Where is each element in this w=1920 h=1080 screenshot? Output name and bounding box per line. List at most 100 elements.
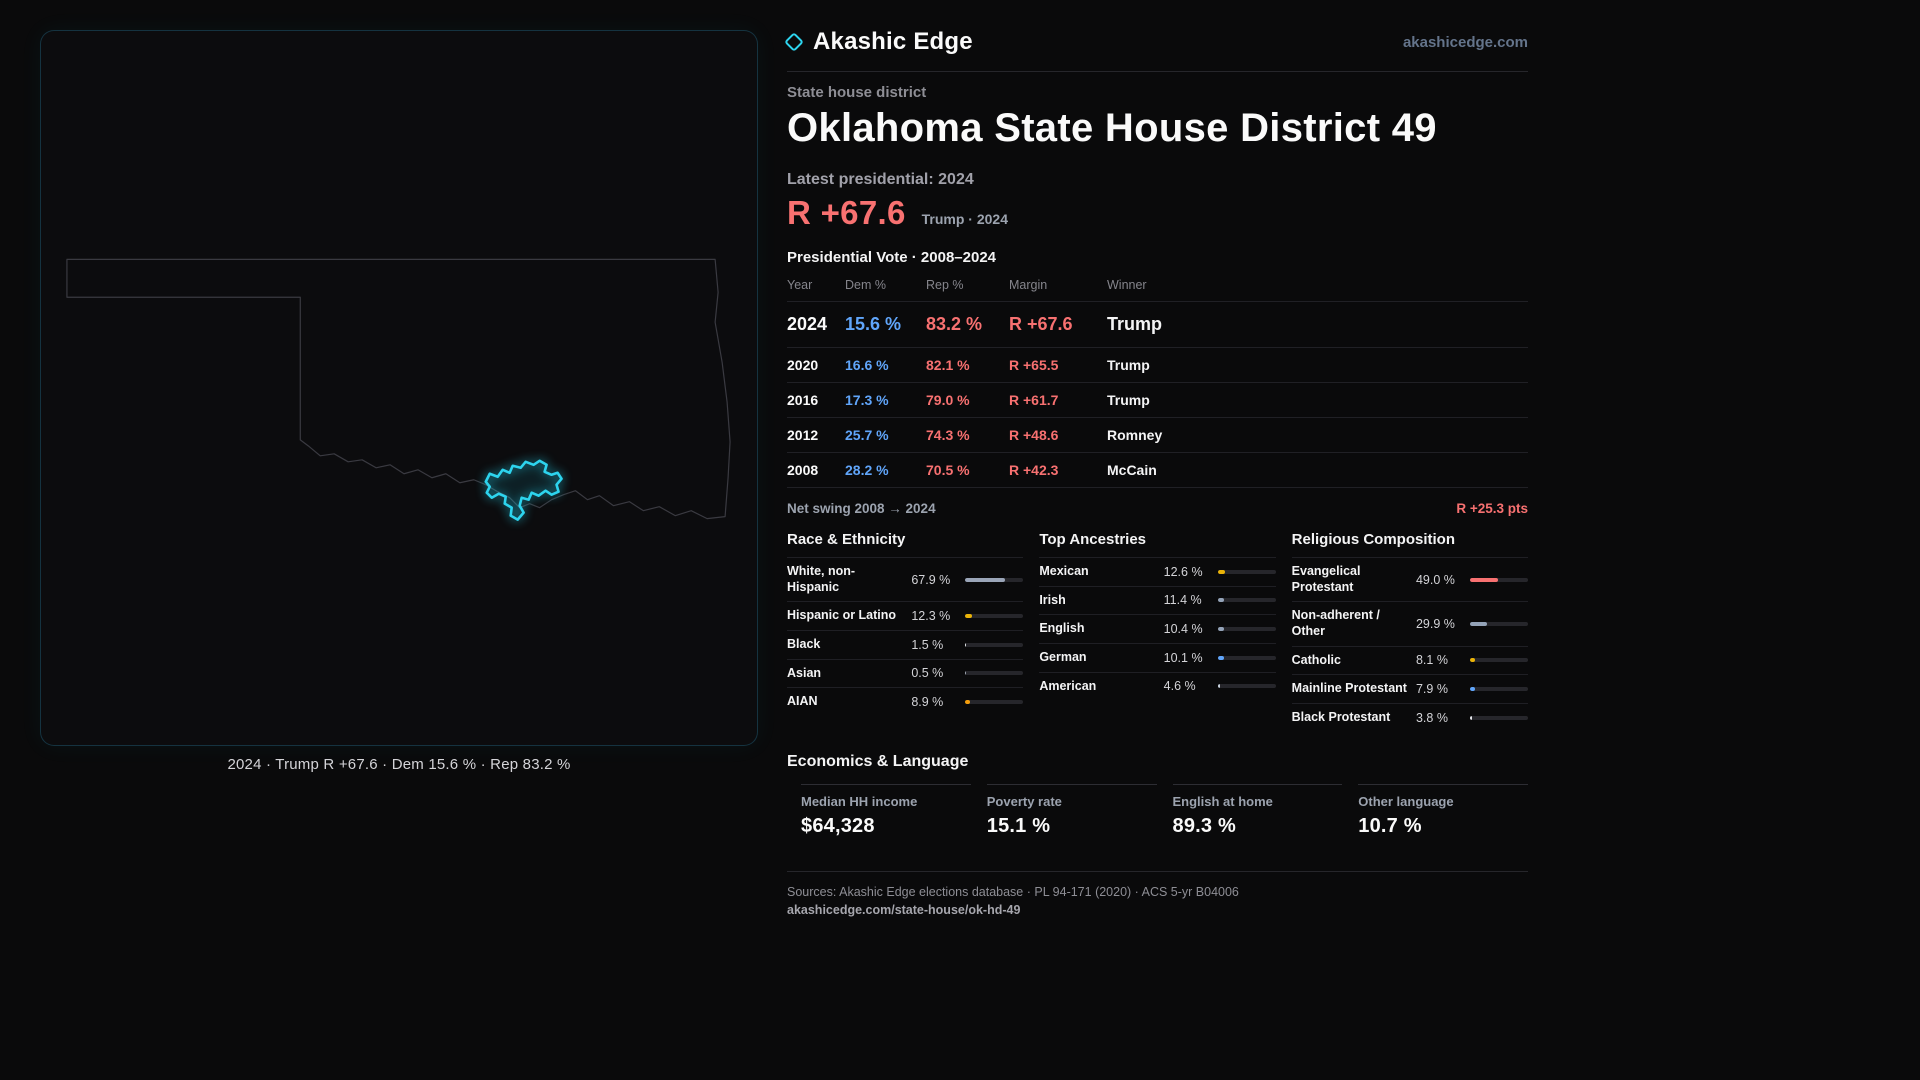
bar-fill [1469, 686, 1475, 691]
cell-dem: 17.3 % [845, 392, 889, 408]
col-rep: Rep % [926, 278, 964, 292]
bar-fill [1469, 577, 1499, 582]
list-item: American 4.6 % [1039, 671, 1276, 701]
economics-title: Economics & Language [787, 753, 969, 771]
bar-track [1469, 658, 1528, 663]
cell-dem: 28.2 % [845, 462, 889, 478]
demo-value: 10.4 % [1163, 622, 1203, 637]
bar-track [1217, 627, 1276, 632]
stat-cell: Other language 10.7 % [1358, 784, 1528, 838]
latest-presidential-label: Latest presidential: 2024 [787, 171, 974, 188]
bar-fill [965, 614, 973, 619]
table-row: 2024 15.6 % 83.2 % R +67.6 Trump [787, 301, 1528, 347]
col-winner: Winner [1107, 278, 1147, 292]
race-ethnicity-column: Race & Ethnicity White, non-Hispanic 67.… [787, 531, 1024, 731]
cell-winner: Trump [1107, 392, 1150, 408]
section-title: Religious Composition [1291, 531, 1455, 548]
table-row: 2012 25.7 % 74.3 % R +48.6 Romney [787, 417, 1528, 452]
cell-rep: 83.2 % [926, 314, 983, 334]
cell-dem: 15.6 % [845, 314, 902, 334]
list-item: German 10.1 % [1039, 642, 1276, 672]
map-panel [40, 30, 758, 746]
ancestries-column: Top Ancestries Mexican 12.6 % Irish 11.4… [1039, 531, 1276, 731]
cell-winner: McCain [1107, 462, 1157, 478]
bar-fill [1469, 715, 1473, 720]
list-item: Black Protestant 3.8 % [1291, 702, 1528, 732]
cell-margin: R +61.7 [1009, 392, 1059, 408]
bar-fill [1469, 621, 1488, 626]
headline-note: Trump · 2024 [921, 211, 1008, 227]
demo-value: 10.1 % [1163, 650, 1203, 665]
economics-stats: Median HH income $64,328 Poverty rate 15… [787, 784, 1528, 838]
footer: Sources: Akashic Edge elections database… [787, 871, 1528, 919]
bar-track [965, 642, 1024, 647]
demo-label: Catholic [1291, 652, 1341, 667]
brand-name: Akashic Edge [813, 28, 973, 55]
demo-label: German [1039, 649, 1087, 664]
demo-label: White, non-Hispanic [787, 564, 856, 594]
list-item: Irish 11.4 % [1039, 585, 1276, 615]
bar-fill [1217, 627, 1224, 632]
list-item: Non-adherent / Other 29.9 % [1291, 601, 1528, 645]
permalink[interactable]: akashicedge.com/state-house/ok-hd-49 [787, 903, 1021, 918]
list-item: Mexican 12.6 % [1039, 557, 1276, 586]
demo-label: AIAN [787, 694, 818, 709]
religion-column: Religious Composition Evangelical Protes… [1291, 531, 1528, 732]
sources-text: Sources: Akashic Edge elections database… [787, 885, 1239, 900]
cell-rep: 82.1 % [926, 357, 970, 373]
stat-cell: Median HH income $64,328 [801, 784, 971, 838]
list-item: AIAN 8.9 % [787, 687, 1024, 716]
vote-table-title: Presidential Vote · 2008–2024 [787, 249, 997, 266]
cell-rep: 79.0 % [926, 392, 970, 408]
demographics-section: Race & Ethnicity White, non-Hispanic 67.… [787, 531, 1528, 731]
page-title: Oklahoma State House District 49 [787, 106, 1437, 150]
bar-track [965, 699, 1024, 704]
site-link[interactable]: akashicedge.com [1402, 33, 1528, 51]
bar-track [1217, 655, 1276, 660]
bar-track [965, 614, 1024, 619]
demo-value: 12.6 % [1163, 564, 1203, 579]
demo-value: 7.9 % [1415, 681, 1448, 696]
col-dem: Dem % [845, 278, 886, 292]
list-item: English 10.4 % [1039, 614, 1276, 643]
brand: Akashic Edge [784, 28, 973, 56]
table-row: 2008 28.2 % 70.5 % R +42.3 McCain [787, 452, 1528, 487]
kicker: State house district [787, 84, 927, 101]
cell-year: 2008 [787, 462, 819, 478]
table-row: 2016 17.3 % 79.0 % R +61.7 Trump [787, 382, 1528, 417]
demo-value: 8.9 % [911, 694, 944, 709]
demo-value: 29.9 % [1415, 616, 1455, 631]
cell-winner: Romney [1107, 427, 1163, 443]
col-year: Year [787, 278, 813, 292]
bar-fill [1217, 684, 1221, 689]
cell-margin: R +67.6 [1009, 314, 1073, 334]
col-margin: Margin [1009, 278, 1048, 292]
demo-label: English [1039, 621, 1085, 636]
bar-fill [1469, 658, 1475, 663]
cell-margin: R +65.5 [1009, 357, 1059, 373]
demo-value: 49.0 % [1415, 572, 1455, 587]
demo-value: 11.4 % [1163, 593, 1202, 608]
stat-value: $64,328 [801, 815, 875, 838]
stat-label: Median HH income [801, 794, 918, 810]
bar-fill [965, 699, 971, 704]
stat-value: 15.1 % [986, 815, 1051, 838]
demo-label: Black [787, 636, 821, 651]
cell-winner: Trump [1107, 314, 1163, 334]
headline-margin: R +67.6 [787, 194, 906, 231]
stat-cell: English at home 89.3 % [1172, 784, 1343, 838]
stat-value: 10.7 % [1358, 815, 1422, 838]
demo-label: American [1039, 678, 1097, 693]
demo-value: 1.5 % [911, 637, 944, 652]
bar-track [1469, 686, 1528, 691]
cell-year: 2020 [787, 357, 819, 373]
bar-track [1469, 715, 1528, 720]
demo-label: Black Protestant [1291, 709, 1391, 724]
list-item: Black 1.5 % [787, 629, 1024, 659]
cell-winner: Trump [1107, 357, 1150, 373]
bar-track [1217, 598, 1276, 603]
report-column: Akashic Edge akashicedge.com State house… [784, 28, 1528, 919]
demo-value: 3.8 % [1415, 710, 1448, 725]
cell-year: 2024 [787, 314, 828, 334]
